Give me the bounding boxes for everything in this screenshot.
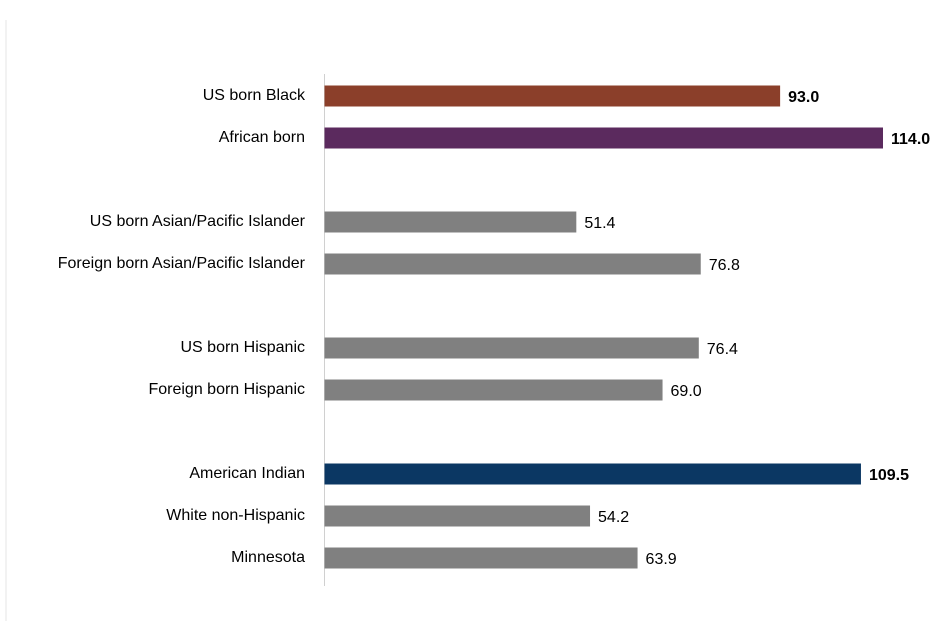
value-label: 93.0 <box>788 89 819 106</box>
value-label: 69.0 <box>671 383 702 400</box>
category-label: Foreign born Asian/Pacific Islander <box>58 255 306 272</box>
value-label: 114.0 <box>891 131 930 148</box>
category-label: US born Hispanic <box>181 339 306 356</box>
value-label: 76.4 <box>707 341 738 358</box>
category-label: Minnesota <box>231 549 305 566</box>
bar <box>324 337 699 359</box>
bar <box>324 127 883 149</box>
category-label: US born Black <box>203 87 306 104</box>
bar <box>324 505 591 527</box>
bar <box>324 547 638 569</box>
value-label: 54.2 <box>598 509 629 526</box>
bar <box>324 253 701 275</box>
category-label: African born <box>219 129 305 146</box>
category-label: Foreign born Hispanic <box>148 381 305 398</box>
value-label: 76.8 <box>709 257 740 274</box>
category-label: American Indian <box>189 465 305 482</box>
value-label: 63.9 <box>646 551 677 568</box>
category-label: US born Asian/Pacific Islander <box>90 213 306 230</box>
value-label: 109.5 <box>869 467 909 484</box>
bar <box>324 379 663 401</box>
bar <box>324 211 577 233</box>
value-label: 51.4 <box>584 215 615 232</box>
bar <box>324 85 781 107</box>
category-label: White non-Hispanic <box>166 507 305 524</box>
bar <box>324 463 861 485</box>
